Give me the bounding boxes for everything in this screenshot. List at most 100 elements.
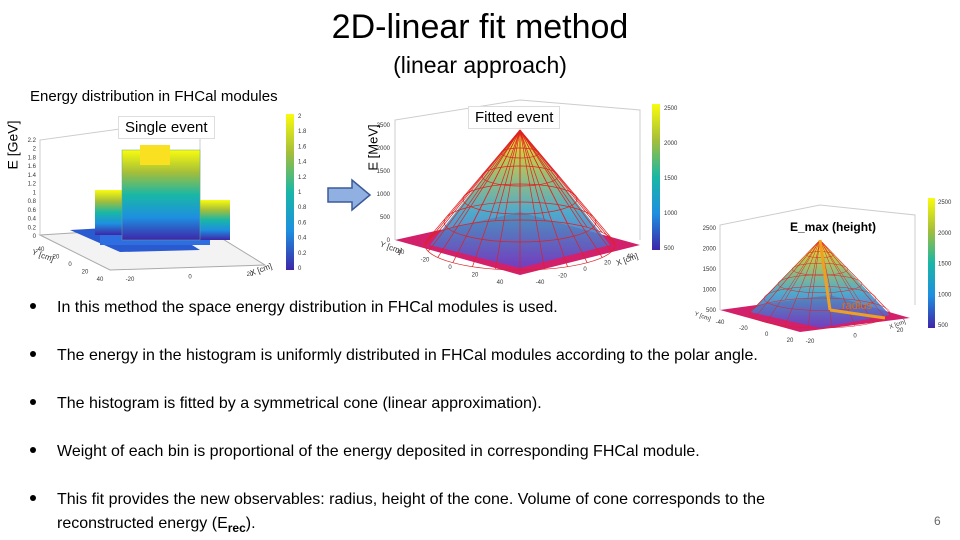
mesh-ring (791, 262, 849, 276)
bullet-dot (30, 399, 36, 405)
mesh-line (495, 129, 521, 221)
z-tick-label: 0.8 (28, 199, 37, 205)
y-tick-label: -40 (716, 320, 725, 326)
z-tick-label: 0.6 (28, 208, 37, 214)
colorbar-tick-label: 500 (664, 246, 675, 252)
mesh-line (819, 239, 886, 309)
mesh-line (427, 129, 521, 239)
figure-label: Fitted event (468, 106, 561, 129)
z-tick-label: 1500 (377, 169, 391, 175)
colorbar-tick-label: 0 (298, 266, 302, 272)
figure-label: E_max (height) (790, 220, 877, 234)
x-tick-label: -20 (558, 274, 567, 280)
text: The energy in the histogram is uniformly… (57, 347, 758, 364)
bullet-dot (30, 447, 36, 453)
mesh-ring (500, 147, 540, 159)
cone-illustration-plot (719, 198, 935, 332)
subscript: rec (227, 521, 246, 536)
x-tick-label: 0 (188, 275, 192, 281)
z-tick-label: 1.4 (28, 173, 37, 179)
mesh-line (519, 129, 603, 258)
mesh-ring (462, 183, 578, 215)
page-number: 6 (934, 514, 941, 528)
text: The histogram is fitted by a symmetrical… (57, 395, 542, 412)
mesh-ring (481, 165, 559, 187)
colorbar-tick-label: 0.4 (298, 236, 307, 242)
z-tick-label: 500 (706, 308, 717, 314)
z-tick-label: 2 (33, 147, 37, 153)
mesh-line (437, 129, 521, 258)
mesh-ring (805, 251, 835, 258)
mesh-line (519, 129, 545, 221)
text: In this method the space energy distribu… (57, 299, 558, 316)
x-axis-label: X [cm] (889, 319, 907, 331)
x-tick-label: -20 (806, 339, 815, 345)
z-tick-label: 2500 (377, 123, 391, 129)
mesh-line (807, 239, 821, 328)
y-tick-label: -40 (36, 247, 45, 253)
mesh-line (519, 129, 603, 233)
colorbar-tick-label: 1.4 (298, 160, 307, 166)
colorbar-tick-label: 1.2 (298, 175, 307, 181)
mesh-line (472, 129, 521, 267)
y-tick-label: 20 (787, 338, 794, 344)
bullet-text: This fit provides the new observables: r… (57, 488, 765, 540)
x-tick-label: 0 (853, 334, 857, 340)
z-tick-label: 500 (380, 215, 391, 221)
y-axis-label: Y [cm] (379, 240, 403, 256)
y-axis-label: Y [cm] (693, 311, 711, 323)
z-tick-label: 1500 (703, 267, 717, 273)
bullet-text: Weight of each bin is proportional of th… (57, 440, 700, 464)
y-tick-label: 40 (497, 280, 504, 286)
annotation: radius (842, 300, 872, 312)
x-tick-label: 0 (583, 267, 587, 273)
section-label: Energy distribution in FHCal modules (30, 88, 278, 105)
mesh-line (495, 129, 521, 270)
bullet-dot (30, 351, 36, 357)
colorbar-tick-label: 1.6 (298, 144, 307, 150)
z-tick-label: 1.6 (28, 164, 37, 170)
mesh-line (472, 129, 521, 224)
y-tick-label: 40 (97, 277, 104, 283)
colorbar-tick-label: 500 (938, 323, 949, 329)
mesh-line (519, 129, 545, 270)
y-tick-label: -20 (739, 326, 748, 332)
colorbar-tick-label: 2000 (938, 231, 952, 237)
colorbar-tick-label: 2 (298, 114, 302, 120)
text: This fit provides the new observables: r… (57, 491, 765, 508)
mesh-line (766, 239, 821, 304)
mesh-line (519, 129, 568, 267)
y-tick-label: 0 (765, 332, 769, 338)
mesh-ring (777, 274, 863, 294)
y-tick-label: 20 (472, 273, 479, 279)
z-axis-label: E [MeV] (365, 124, 381, 171)
colorbar-tick-label: 0.8 (298, 205, 307, 211)
mesh-line (784, 239, 821, 327)
y-tick-label: 20 (82, 270, 89, 276)
mesh-line (754, 239, 821, 309)
mesh-ring (424, 219, 616, 271)
colorbar-tick-label: 2500 (664, 106, 678, 112)
colorbar-tick-label: 1000 (938, 292, 952, 298)
single-event-plot (38, 114, 294, 271)
mesh-line (519, 129, 588, 228)
mesh-line (452, 129, 521, 228)
z-tick-label: 2000 (377, 146, 391, 152)
z-tick-label: 1.8 (28, 155, 37, 161)
z-tick-label: 1 (33, 190, 37, 196)
z-tick-label: 1.2 (28, 182, 37, 188)
y-tick-label: -20 (51, 255, 60, 261)
bullet-text: The histogram is fitted by a symmetrical… (57, 392, 542, 416)
text: reconstructed energy (E (57, 515, 228, 532)
mesh-line (819, 239, 874, 304)
text: ). (245, 515, 256, 532)
y-tick-label: 0 (68, 262, 72, 268)
z-tick-label: 0 (387, 238, 391, 244)
colorbar-tick-label: 1 (298, 190, 302, 196)
z-tick-label: 2500 (703, 226, 717, 232)
colorbar-tick-label: 2000 (664, 141, 678, 147)
z-tick-label: 0.4 (28, 217, 37, 223)
mesh-line (807, 239, 821, 299)
mesh-ring (763, 286, 877, 311)
